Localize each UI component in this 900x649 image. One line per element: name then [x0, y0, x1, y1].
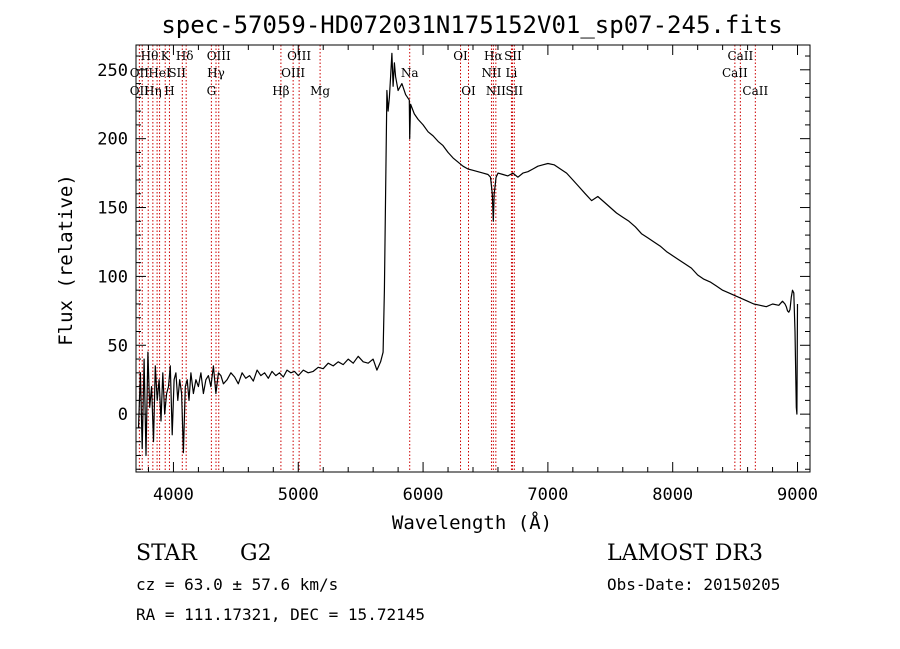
plot-area: 4000 5000 6000 7000 8000 9000 0 50 100 150 200 250… [97, 44, 818, 505]
x-tick-label: 8000 [652, 485, 693, 505]
spectral-line-label: Hα [484, 49, 503, 63]
object-class: STAR [136, 541, 198, 566]
spectral-line-label: SII [505, 84, 523, 98]
spectral-line-label: Hθ [141, 49, 159, 63]
spectral-line-label: OII [130, 66, 150, 80]
spectral-line-label: HeI [148, 66, 171, 80]
x-tick-label: 7000 [527, 485, 568, 505]
y-axis-label: Flux (relative) [55, 174, 77, 346]
x-axis-ticks: 4000 5000 6000 7000 8000 9000 [147, 45, 818, 505]
spectral-line-label: G [207, 84, 217, 98]
x-tick-label: 9000 [777, 485, 818, 505]
spectral-line-label: SII [504, 49, 522, 63]
y-tick-label: 150 [97, 199, 128, 219]
y-tick-label: 50 [108, 336, 128, 356]
x-tick-label: 6000 [403, 485, 444, 505]
chart-title: spec-57059-HD072031N175152V01_sp07-245.f… [161, 11, 782, 39]
observation-date: Obs-Date: 20150205 [607, 575, 780, 594]
spectral-line-label: Mg [310, 84, 330, 98]
object-subclass: G2 [240, 541, 272, 566]
x-tick-label: 4000 [153, 485, 194, 505]
x-axis-label: Wavelength (Å) [392, 511, 552, 534]
spectral-line-label: OI [453, 49, 468, 63]
spectral-line-label: Li [506, 66, 518, 80]
spectral-line-markers [138, 45, 756, 472]
spectral-line-label: CaII [742, 84, 768, 98]
spectral-line-label: Hβ [272, 84, 289, 98]
spectral-line-label: NII [486, 84, 506, 98]
spectral-line-label: NII [481, 66, 501, 80]
spectral-line-label: Hδ [176, 49, 194, 63]
flux-series-line [137, 52, 799, 457]
spectral-line-label: OII [130, 84, 150, 98]
spectral-line-label: OIII [281, 66, 305, 80]
spectral-line-label: OI [461, 84, 476, 98]
spectral-line-label: OIII [207, 49, 231, 63]
spectral-line-label: SII [168, 66, 186, 80]
spectral-line-label: OIII [287, 49, 311, 63]
plot-frame [135, 44, 811, 473]
spectral-line-label: Na [401, 66, 419, 80]
y-axis-ticks: 0 50 100 150 200 250 [97, 55, 810, 470]
y-tick-label: 100 [97, 267, 128, 287]
redshift-velocity: cz = 63.0 ± 57.6 km/s [136, 575, 338, 594]
survey-name: LAMOST DR3 [607, 541, 763, 566]
y-tick-label: 250 [97, 61, 128, 81]
y-tick-label: 0 [118, 405, 128, 425]
spectral-line-label: H [164, 84, 174, 98]
spectral-line-label: Hη [144, 84, 162, 98]
spectral-line-label: CaII [727, 49, 753, 63]
y-tick-label: 200 [97, 130, 128, 150]
sky-coordinates: RA = 111.17321, DEC = 15.72145 [136, 605, 425, 624]
spectral-line-label: CaII [722, 66, 748, 80]
x-tick-label: 5000 [278, 485, 319, 505]
spectral-line-label: K [161, 49, 171, 63]
spectral-line-label: Hγ [207, 66, 225, 80]
